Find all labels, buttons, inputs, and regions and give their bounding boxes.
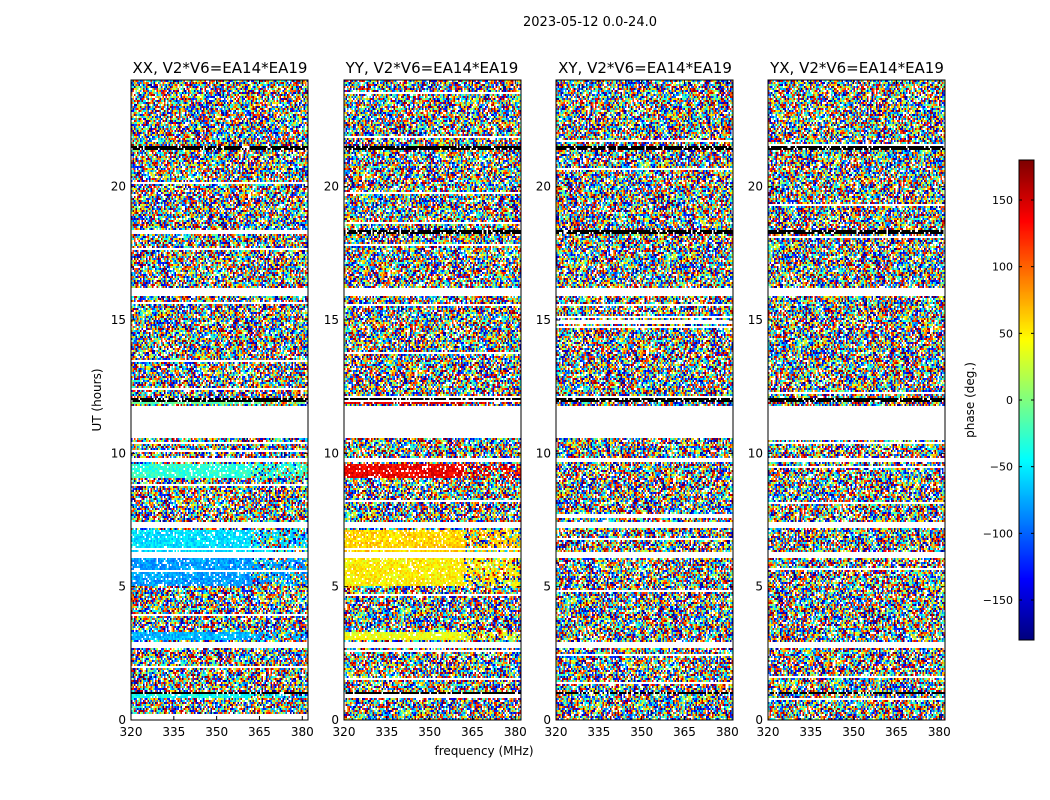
y-tick-label: 5: [755, 580, 763, 594]
x-tick-label: 320: [333, 725, 356, 739]
colorbar-tick-label: 0: [1006, 394, 1013, 407]
x-tick-label: 365: [461, 725, 484, 739]
colorbar-gradient: [1019, 160, 1034, 640]
colorbar-label: phase (deg.): [963, 362, 977, 438]
x-tick-label: 380: [928, 725, 951, 739]
x-tick-label: 320: [545, 725, 568, 739]
y-axis-label: UT (hours): [90, 368, 104, 431]
y-tick-label: 15: [324, 313, 339, 327]
heatmap-panel-xx: [131, 80, 308, 720]
y-tick-label: 20: [324, 180, 339, 194]
panel-title-xx: XX, V2*V6=EA14*EA19: [133, 59, 308, 77]
heatmap-panel-yy: [344, 80, 521, 720]
colorbar-tick-label: 150: [992, 194, 1013, 207]
x-tick-label: 365: [248, 725, 271, 739]
panel-frame-yx: [767, 79, 946, 721]
panel-titles: XX, V2*V6=EA14*EA19 YY, V2*V6=EA14*EA19 …: [133, 59, 944, 77]
colorbar-tick-label: 50: [999, 327, 1013, 340]
y-tick-label: 0: [118, 713, 126, 727]
panel-title-xy: XY, V2*V6=EA14*EA19: [558, 59, 732, 77]
x-tick-label: 320: [120, 725, 143, 739]
y-tick-label: 15: [536, 313, 551, 327]
y-tick-label: 10: [748, 446, 763, 460]
heatmap-panel-yx: [768, 80, 945, 720]
x-tick-label: 365: [673, 725, 696, 739]
x-tick-label: 335: [587, 725, 610, 739]
x-tick-label: 350: [630, 725, 653, 739]
y-tick-label: 15: [111, 313, 126, 327]
x-tick-label: 380: [504, 725, 527, 739]
panel-frame-xy: [555, 79, 734, 721]
x-tick-label: 335: [799, 725, 822, 739]
x-tick-label: 380: [716, 725, 739, 739]
y-tick-label: 5: [543, 580, 551, 594]
x-tick-label: 350: [418, 725, 441, 739]
x-tick-label: 350: [205, 725, 228, 739]
x-axis-label: frequency (MHz): [434, 744, 533, 758]
y-tick-label: 5: [118, 580, 126, 594]
x-tick-label: 380: [291, 725, 314, 739]
panel-title-yx: YX, V2*V6=EA14*EA19: [769, 59, 944, 77]
colorbar-tick-label: −50: [990, 461, 1013, 474]
y-tick-label: 0: [755, 713, 763, 727]
y-tick-label: 20: [536, 180, 551, 194]
x-tick-label: 335: [162, 725, 185, 739]
colorbar-tick-label: −150: [983, 594, 1013, 607]
y-tick-label: 20: [111, 180, 126, 194]
panel-title-yy: YY, V2*V6=EA14*EA19: [345, 59, 519, 77]
x-tick-label: 320: [757, 725, 780, 739]
y-tick-label: 0: [331, 713, 339, 727]
y-tick-label: 20: [748, 180, 763, 194]
y-tick-label: 0: [543, 713, 551, 727]
panel-frame-xx: [130, 79, 309, 721]
colorbar-tick-label: −100: [983, 527, 1013, 540]
y-tick-label: 5: [331, 580, 339, 594]
x-tick-label: 365: [885, 725, 908, 739]
y-tick-label: 10: [324, 446, 339, 460]
y-tick-label: 10: [111, 446, 126, 460]
colorbar-tick-label: 100: [992, 261, 1013, 274]
axes-layer: 320 335 350 365 380 0 5 10 15 20 320 335 350 365 380 0 5…: [111, 79, 1035, 739]
x-tick-label: 335: [375, 725, 398, 739]
heatmap-panel-xy: [556, 80, 733, 720]
figure-title: 2023-05-12 0.0-24.0: [523, 15, 657, 30]
x-tick-label: 350: [842, 725, 865, 739]
y-tick-label: 10: [536, 446, 551, 460]
panel-frame-yy: [343, 79, 522, 721]
y-tick-label: 15: [748, 313, 763, 327]
